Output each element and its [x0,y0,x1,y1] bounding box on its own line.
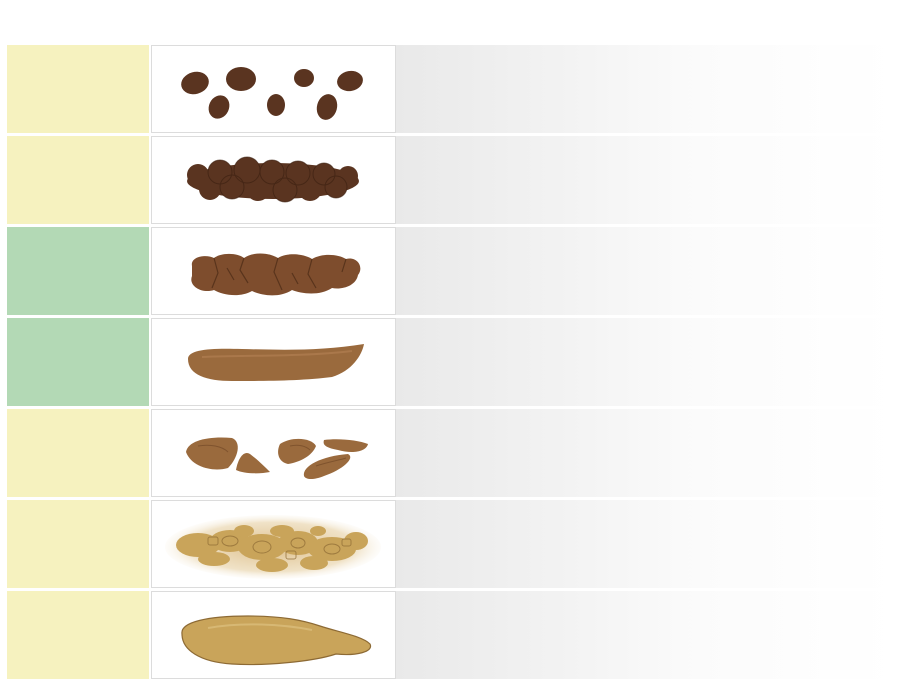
chart-row-4 [7,318,900,406]
illustration-cell-6 [151,500,396,588]
illustration-cell-5 [151,409,396,497]
category-swatch-6 [7,500,149,588]
category-swatch-2 [7,136,149,224]
illustration-cell-4 [151,318,396,406]
category-swatch-7 [7,591,149,679]
chart-row-1 [7,45,900,133]
chart-row-6 [7,500,900,588]
category-swatch-4 [7,318,149,406]
illustration-cell-1 [151,45,396,133]
smooth-snake-icon [188,344,364,381]
mushy-pieces-icon [165,515,381,579]
chart-row-2 [7,136,900,224]
description-panel-7 [396,591,896,679]
description-panel-6 [396,500,896,588]
separate-hard-lumps-icon [181,67,363,120]
lumpy-sausage-icon [187,156,359,203]
watery-puddle-icon [181,615,372,666]
chart-row-7 [7,591,900,679]
illustration-cell-3 [151,227,396,315]
category-swatch-5 [7,409,149,497]
category-swatch-3 [7,227,149,315]
description-panel-1 [396,45,896,133]
category-swatch-1 [7,45,149,133]
illustration-cell-2 [151,136,396,224]
soft-blobs-icon [186,437,368,479]
chart-row-5 [7,409,900,497]
illustration-cell-7 [151,591,396,679]
description-panel-4 [396,318,896,406]
description-panel-3 [396,227,896,315]
cracked-sausage-icon [191,253,361,296]
description-panel-2 [396,136,896,224]
chart-row-3 [7,227,900,315]
description-panel-5 [396,409,896,497]
